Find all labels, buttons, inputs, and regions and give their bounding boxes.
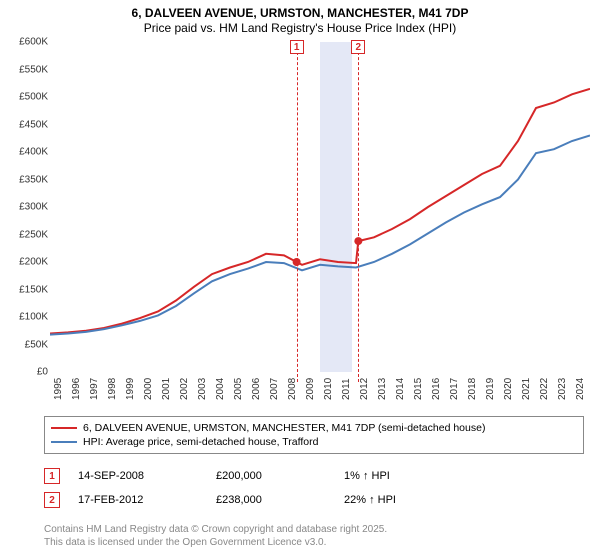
x-tick-label: 2024 (575, 378, 586, 400)
legend-row: HPI: Average price, semi-detached house,… (51, 435, 577, 449)
series-hpi (50, 136, 590, 335)
y-tick-label: £300K (6, 202, 48, 213)
event-index-box: 2 (44, 492, 60, 508)
x-tick-label: 2002 (179, 378, 190, 400)
y-tick-label: £0 (6, 367, 48, 378)
legend-label: 6, DALVEEN AVENUE, URMSTON, MANCHESTER, … (83, 422, 485, 434)
x-tick-label: 1998 (107, 378, 118, 400)
sale-marker-rule (297, 42, 298, 382)
plot-area: 12 (50, 42, 590, 372)
root: 6, DALVEEN AVENUE, URMSTON, MANCHESTER, … (0, 0, 600, 560)
sale-marker-box: 1 (290, 40, 304, 54)
title-block: 6, DALVEEN AVENUE, URMSTON, MANCHESTER, … (0, 0, 600, 36)
y-tick-label: £400K (6, 147, 48, 158)
x-tick-label: 2023 (557, 378, 568, 400)
x-axis: 1995 1996 1997 1998 1999 2000 2001 2002 2003 2004… (50, 372, 590, 400)
y-tick-label: £100K (6, 312, 48, 323)
x-tick-label: 2001 (161, 378, 172, 400)
legend-label: HPI: Average price, semi-detached house,… (83, 436, 318, 448)
x-tick-label: 1999 (125, 378, 136, 400)
x-tick-label: 2022 (539, 378, 550, 400)
series-price_paid (50, 89, 590, 334)
x-tick-label: 2015 (413, 378, 424, 400)
event-price: £200,000 (216, 470, 326, 482)
x-tick-label: 2000 (143, 378, 154, 400)
x-tick-label: 2003 (197, 378, 208, 400)
footer-line2: This data is licensed under the Open Gov… (44, 537, 584, 550)
x-tick-label: 2014 (395, 378, 406, 400)
x-tick-label: 2004 (215, 378, 226, 400)
event-hpi-delta: 1% ↑ HPI (344, 470, 584, 482)
x-tick-label: 2010 (323, 378, 334, 400)
y-tick-label: £600K (6, 37, 48, 48)
event-hpi-delta: 22% ↑ HPI (344, 494, 584, 506)
x-tick-label: 2005 (233, 378, 244, 400)
y-tick-label: £550K (6, 64, 48, 75)
y-tick-label: £50K (6, 339, 48, 350)
x-tick-label: 2008 (287, 378, 298, 400)
x-tick-label: 2018 (467, 378, 478, 400)
footer: Contains HM Land Registry data © Crown c… (44, 524, 584, 549)
x-tick-label: 2007 (269, 378, 280, 400)
x-tick-label: 2021 (521, 378, 532, 400)
x-tick-label: 2011 (341, 378, 352, 400)
x-tick-label: 2013 (377, 378, 388, 400)
y-tick-label: £200K (6, 257, 48, 268)
y-tick-label: £350K (6, 174, 48, 185)
x-tick-label: 2017 (449, 378, 460, 400)
x-tick-label: 2009 (305, 378, 316, 400)
event-row: 1 14-SEP-2008 £200,000 1% ↑ HPI (44, 464, 584, 488)
legend-row: 6, DALVEEN AVENUE, URMSTON, MANCHESTER, … (51, 421, 577, 435)
x-tick-label: 1997 (89, 378, 100, 400)
legend: 6, DALVEEN AVENUE, URMSTON, MANCHESTER, … (44, 416, 584, 454)
plot-svg (50, 42, 590, 372)
event-date: 17-FEB-2012 (78, 494, 198, 506)
event-price: £238,000 (216, 494, 326, 506)
x-tick-label: 2020 (503, 378, 514, 400)
x-tick-label: 2019 (485, 378, 496, 400)
x-tick-label: 2012 (359, 378, 370, 400)
title-address: 6, DALVEEN AVENUE, URMSTON, MANCHESTER, … (0, 6, 600, 21)
event-date: 14-SEP-2008 (78, 470, 198, 482)
legend-swatch (51, 441, 77, 443)
x-tick-label: 2006 (251, 378, 262, 400)
y-tick-label: £450K (6, 119, 48, 130)
events-table: 1 14-SEP-2008 £200,000 1% ↑ HPI 2 17-FEB-2012… (44, 464, 584, 512)
x-tick-label: 1996 (71, 378, 82, 400)
chart: £0 £50K £100K £150K £200K £250K £300K £350K £400… (6, 42, 594, 400)
y-tick-label: £500K (6, 92, 48, 103)
event-row: 2 17-FEB-2012 £238,000 22% ↑ HPI (44, 488, 584, 512)
x-tick-label: 2016 (431, 378, 442, 400)
legend-swatch (51, 427, 77, 429)
sale-marker-rule (358, 42, 359, 382)
title-subtitle: Price paid vs. HM Land Registry's House … (0, 21, 600, 36)
y-tick-label: £150K (6, 284, 48, 295)
event-index-box: 1 (44, 468, 60, 484)
footer-line1: Contains HM Land Registry data © Crown c… (44, 524, 584, 537)
y-tick-label: £250K (6, 229, 48, 240)
x-tick-label: 1995 (53, 378, 64, 400)
sale-marker-box: 2 (351, 40, 365, 54)
